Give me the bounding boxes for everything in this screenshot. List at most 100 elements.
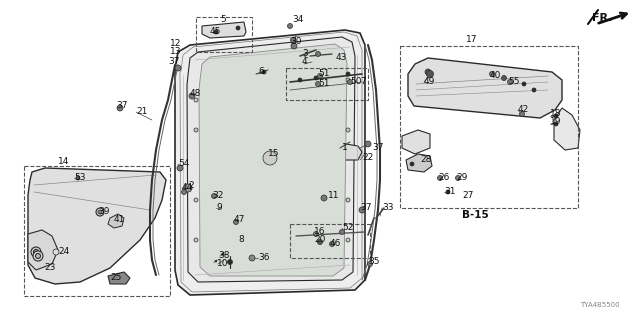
Circle shape: [194, 128, 198, 132]
Polygon shape: [187, 37, 355, 282]
Polygon shape: [222, 224, 254, 256]
Circle shape: [348, 79, 353, 84]
Text: 26: 26: [438, 172, 449, 181]
Circle shape: [346, 238, 350, 242]
Text: 9: 9: [216, 203, 221, 212]
Text: 18: 18: [550, 109, 561, 118]
Polygon shape: [337, 144, 362, 160]
Circle shape: [234, 220, 239, 225]
Circle shape: [508, 79, 513, 84]
Circle shape: [98, 210, 102, 214]
Circle shape: [321, 195, 327, 201]
Circle shape: [291, 43, 297, 49]
Text: 29: 29: [456, 172, 467, 181]
Text: 2: 2: [188, 181, 194, 190]
Text: 41: 41: [114, 214, 125, 223]
Text: FR.: FR.: [592, 13, 612, 23]
Circle shape: [330, 242, 335, 246]
Circle shape: [520, 111, 525, 116]
Text: 45: 45: [210, 27, 221, 36]
Text: 24: 24: [58, 246, 69, 255]
Text: 37: 37: [168, 57, 179, 66]
Circle shape: [117, 105, 123, 111]
Text: 54: 54: [178, 158, 189, 167]
Circle shape: [266, 154, 274, 162]
Text: 55: 55: [508, 76, 520, 85]
Bar: [290, 224, 370, 258]
Circle shape: [194, 198, 198, 202]
Circle shape: [211, 194, 216, 198]
Circle shape: [426, 70, 433, 77]
Text: 12: 12: [170, 38, 181, 47]
Text: 16: 16: [314, 227, 326, 236]
Text: 50: 50: [350, 76, 362, 85]
Text: 37: 37: [372, 142, 383, 151]
Circle shape: [367, 261, 372, 267]
Circle shape: [490, 71, 495, 76]
Text: 46: 46: [330, 238, 341, 247]
Text: 19: 19: [550, 117, 561, 126]
Text: 47: 47: [234, 214, 245, 223]
Circle shape: [35, 253, 40, 259]
Polygon shape: [554, 108, 580, 150]
Text: 20: 20: [314, 235, 325, 244]
Text: 37: 37: [360, 203, 371, 212]
Text: 38: 38: [218, 251, 230, 260]
Circle shape: [227, 260, 232, 265]
Text: B-15: B-15: [462, 210, 489, 220]
Text: 51: 51: [318, 68, 330, 77]
Circle shape: [346, 78, 350, 82]
Circle shape: [262, 70, 266, 74]
Circle shape: [346, 198, 350, 202]
Text: 40: 40: [490, 70, 501, 79]
Circle shape: [214, 30, 218, 34]
Polygon shape: [28, 168, 166, 284]
Circle shape: [425, 69, 431, 75]
Text: 53: 53: [74, 172, 86, 181]
Text: 39: 39: [98, 206, 109, 215]
Circle shape: [314, 231, 319, 236]
Polygon shape: [408, 58, 562, 118]
Text: 43: 43: [336, 52, 348, 61]
Bar: [24, 166, 170, 296]
Text: 10: 10: [217, 259, 228, 268]
Circle shape: [532, 88, 536, 92]
Circle shape: [316, 52, 321, 57]
Text: 3: 3: [302, 49, 308, 58]
Circle shape: [446, 190, 450, 194]
Text: 36: 36: [258, 252, 269, 261]
Text: 31: 31: [444, 187, 456, 196]
Text: 51: 51: [318, 78, 330, 87]
Circle shape: [316, 82, 321, 86]
Circle shape: [346, 128, 350, 132]
Circle shape: [189, 93, 195, 99]
Text: 22: 22: [362, 153, 373, 162]
Polygon shape: [202, 22, 246, 38]
Circle shape: [298, 78, 302, 82]
Circle shape: [33, 251, 43, 261]
Circle shape: [554, 114, 558, 118]
Circle shape: [410, 162, 414, 166]
Circle shape: [502, 76, 506, 81]
Polygon shape: [214, 202, 228, 218]
Circle shape: [31, 247, 41, 257]
Text: 23: 23: [44, 262, 56, 271]
Text: 48: 48: [190, 89, 202, 98]
Polygon shape: [402, 130, 430, 154]
Text: 42: 42: [518, 105, 529, 114]
Text: 6: 6: [258, 68, 264, 76]
Circle shape: [53, 249, 59, 255]
Text: 14: 14: [58, 156, 69, 165]
Text: 44: 44: [182, 182, 193, 191]
Circle shape: [182, 189, 186, 195]
Circle shape: [194, 238, 198, 242]
Text: 5: 5: [220, 15, 226, 25]
Text: 7: 7: [360, 77, 365, 86]
Circle shape: [194, 98, 198, 102]
Bar: [400, 46, 578, 208]
Circle shape: [287, 23, 292, 28]
Circle shape: [365, 141, 371, 147]
Bar: [286, 68, 368, 100]
Circle shape: [76, 176, 80, 180]
Text: 11: 11: [328, 190, 339, 199]
